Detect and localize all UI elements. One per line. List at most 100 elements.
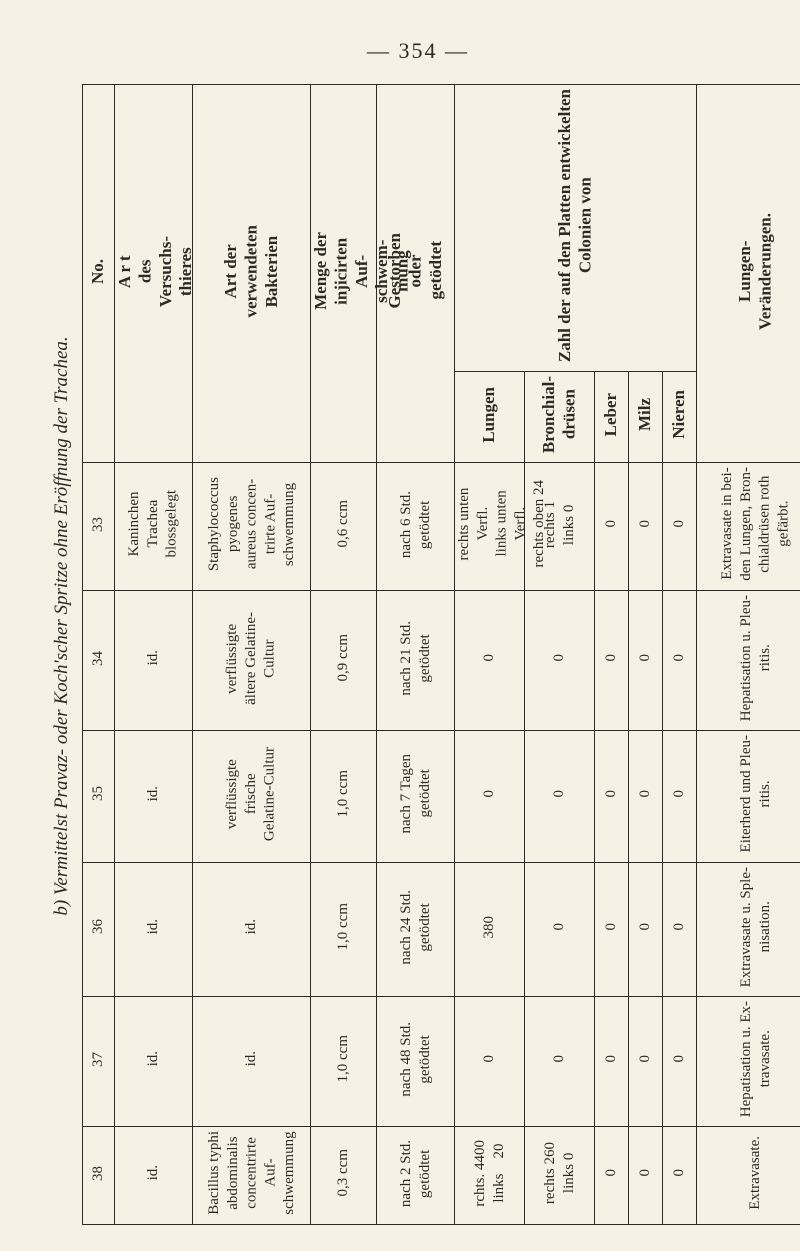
cell-leber: 0 <box>595 1127 629 1225</box>
cell-verw: Bacillus typhi abdominalis concentrirte … <box>193 1127 311 1225</box>
cell-lungen: rchts. 4400 links 20 <box>455 1127 525 1225</box>
cell-gest-text: nach 7 Tagen getödtet <box>397 750 435 837</box>
cell-art: id. <box>115 590 193 730</box>
cell-lv-text: Extravasate in bei- den Lungen, Bron- ch… <box>718 463 793 585</box>
cell-lv: Eiterherd und Pleu- ritis. <box>697 731 800 862</box>
cell-lv-text: Hepatisation u. Ex- travasate. <box>737 997 775 1121</box>
cell-no: 36 <box>83 862 115 996</box>
cell-nieren: 0 <box>663 997 697 1127</box>
cell-lungen-text: 380 <box>480 912 499 943</box>
cell-verw-text: id. <box>242 915 261 938</box>
cell-nieren: 0 <box>663 862 697 996</box>
cell-lungen: 0 <box>455 731 525 862</box>
cell-nieren-text: 0 <box>670 786 689 802</box>
table-row: 35 id. verflüssigte frische Gelatine-Cultu… <box>83 731 800 862</box>
cell-leber: 0 <box>595 731 629 862</box>
cell-verw: id. <box>193 862 311 996</box>
cell-bronch-text: 0 <box>550 919 569 935</box>
col-art: A r t des Versuchs- thieres <box>115 85 193 463</box>
cell-verw: id. <box>193 997 311 1127</box>
cell-nieren-text: 0 <box>670 919 689 935</box>
cell-milz: 0 <box>629 463 663 591</box>
cell-bronch: 0 <box>525 731 595 862</box>
col-lv: Lungen- Veränderungen. <box>697 85 800 463</box>
cell-verw: Staphylococcus pyogenes aureus concen- t… <box>193 463 311 591</box>
cell-bronch-text: 0 <box>550 650 569 666</box>
cell-verw: verflüssigte frische Gelatine-Cultur <box>193 731 311 862</box>
header-row-group: No. A r t des Versuchs- thieres Art der … <box>83 85 800 372</box>
cell-nieren-text: 0 <box>670 650 689 666</box>
col-verw-label: Art der verwendeten Bakterien <box>221 221 282 322</box>
cell-no: 35 <box>83 731 115 862</box>
cell-nieren: 0 <box>663 590 697 730</box>
cell-no-text: 38 <box>89 1162 108 1185</box>
cell-milz: 0 <box>629 997 663 1127</box>
cell-art-text: Kaninchen Trachea blossgelegt <box>125 486 181 562</box>
cell-gest-text: nach 48 Std. getödtet <box>397 1018 435 1101</box>
cell-lv-text: Hepatisation u. Pleu- ritis. <box>737 591 775 725</box>
table-row: 33 Kaninchen Trachea blossgelegtStaphyloc… <box>83 463 800 591</box>
col-milz: Milz <box>629 372 663 463</box>
col-verw: Art der verwendeten Bakterien <box>193 85 311 463</box>
page-number: — 354 — <box>82 38 754 64</box>
cell-art-text: id. <box>144 646 163 669</box>
cell-no: 38 <box>83 1127 115 1225</box>
cell-leber-text: 0 <box>602 516 621 532</box>
cell-lungen-text: 0 <box>480 1051 499 1067</box>
cell-leber: 0 <box>595 590 629 730</box>
cell-milz-text: 0 <box>636 1051 655 1067</box>
cell-lv-text: Eiterherd und Pleu- ritis. <box>737 731 775 856</box>
cell-lv: Extravasate in bei- den Lungen, Bron- ch… <box>697 463 800 591</box>
cell-no-text: 37 <box>89 1048 108 1071</box>
cell-menge-text: 0,3 ccm <box>334 1145 353 1200</box>
cell-menge-text: 0,9 ccm <box>334 630 353 685</box>
cell-bronch: 0 <box>525 862 595 996</box>
col-nieren: Nieren <box>663 372 697 463</box>
cell-nieren: 0 <box>663 731 697 862</box>
cell-art: id. <box>115 997 193 1127</box>
col-lungen: Lungen <box>455 372 525 463</box>
cell-gest: nach 7 Tagen getödtet <box>377 731 455 862</box>
cell-milz-text: 0 <box>636 786 655 802</box>
table-row: 38 id. Bacillus typhi abdominalis concentr… <box>83 1127 800 1225</box>
cell-menge-text: 1,0 ccm <box>334 766 353 821</box>
col-bronch: Bronchial- drüsen <box>525 372 595 463</box>
cell-art-text: id. <box>144 782 163 805</box>
cell-menge: 0,3 ccm <box>311 1127 377 1225</box>
table-caption: b) Vermittelst Pravaz- oder Koch'scher S… <box>51 336 73 915</box>
cell-no: 37 <box>83 997 115 1127</box>
cell-no-text: 33 <box>89 513 108 536</box>
document-page: — 354 — b) Vermittelst Pravaz- oder Koch… <box>0 0 800 1251</box>
col-bronch-label: Bronchial- drüsen <box>539 372 580 457</box>
cell-leber: 0 <box>595 862 629 996</box>
cell-gest-text: nach 2 Std. getödtet <box>397 1136 435 1211</box>
table-row: 37id.id.1,0 ccmnach 48 Std. getödtet0000… <box>83 997 800 1127</box>
cell-no-text: 35 <box>89 782 108 805</box>
cell-menge: 0,6 ccm <box>311 463 377 591</box>
cell-art: Kaninchen Trachea blossgelegt <box>115 463 193 591</box>
cell-bronch: 0 <box>525 997 595 1127</box>
cell-lungen: 380 <box>455 862 525 996</box>
col-lv-label: Lungen- Veränderungen. <box>735 209 776 334</box>
cell-milz: 0 <box>629 590 663 730</box>
cell-menge-text: 0,6 ccm <box>334 496 353 551</box>
cell-lungen-text: rechts unten Verfl. links unten Verfl. r… <box>455 476 549 571</box>
cell-bronch: rechts 260 links 0 <box>525 1127 595 1225</box>
cell-verw-text: id. <box>242 1047 261 1070</box>
cell-verw-text: Bacillus typhi abdominalis concentrirte … <box>205 1127 299 1219</box>
cell-milz-text: 0 <box>636 516 655 532</box>
cell-leber: 0 <box>595 463 629 591</box>
table-body: 33 Kaninchen Trachea blossgelegtStaphyloc… <box>83 463 800 1225</box>
cell-leber-text: 0 <box>602 650 621 666</box>
cell-lv: Hepatisation u. Ex- travasate. <box>697 997 800 1127</box>
cell-lungen: 0 <box>455 997 525 1127</box>
cell-lv: Extravasate u. Sple- nisation. <box>697 862 800 996</box>
cell-art-text: id. <box>144 1047 163 1070</box>
cell-verw-text: verflüssigte frische Gelatine-Cultur <box>223 743 279 845</box>
col-art-label: A r t des Versuchs- thieres <box>115 232 197 311</box>
cell-menge: 1,0 ccm <box>311 731 377 862</box>
cell-nieren: 0 <box>663 463 697 591</box>
cell-gest-text: nach 6 Std. getödtet <box>397 487 435 562</box>
cell-art-text: id. <box>144 1161 163 1184</box>
cell-milz-text: 0 <box>636 650 655 666</box>
